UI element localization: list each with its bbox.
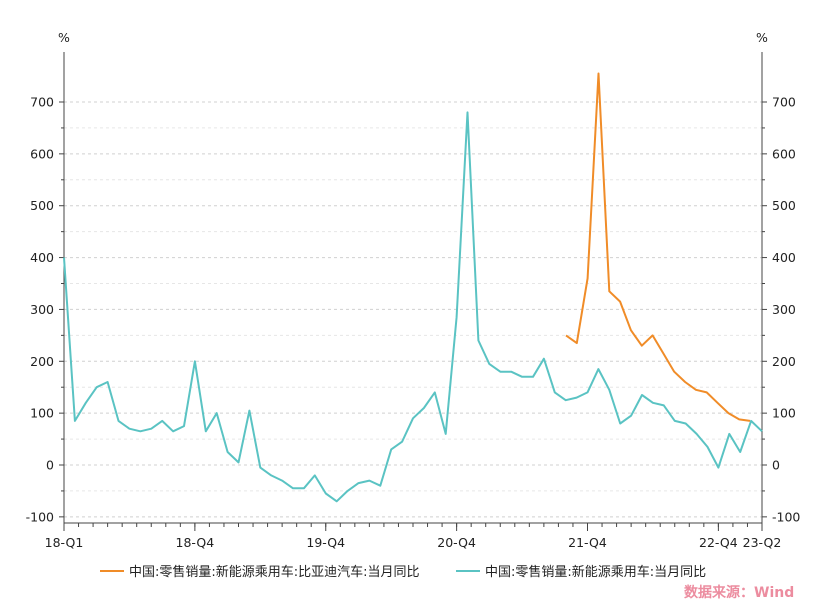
y-unit-left: %: [58, 30, 70, 45]
x-axis: 18-Q1 18-Q4 19-Q4 20-Q4 21-Q4 22-Q4 23-Q2: [45, 523, 782, 550]
y-axis-right: -100 0 100 200 300 400 500 600 700: [762, 95, 800, 524]
y-tick-label-left: 200: [30, 354, 54, 369]
y-tick-label-right: 0: [772, 458, 780, 473]
y-tick-label-left: -100: [26, 509, 54, 524]
y-tick-label-left: 600: [30, 146, 54, 161]
legend-swatch-byd: [100, 569, 124, 572]
x-tick-label: 23-Q2: [743, 535, 782, 550]
x-tick-label: 18-Q4: [176, 535, 215, 550]
y-tick-label-right: 400: [772, 250, 796, 265]
x-tick-label: 18-Q1: [45, 535, 84, 550]
y-tick-label-right: 200: [772, 354, 796, 369]
y-tick-label-left: 700: [30, 95, 54, 110]
y-tick-label-left: 0: [46, 458, 54, 473]
y-axis-left: -100 0 100 200 300 400 500 600 700: [26, 95, 64, 524]
y-unit-right: %: [756, 30, 768, 45]
x-tick-label: 20-Q4: [437, 535, 476, 550]
y-tick-label-left: 400: [30, 250, 54, 265]
y-tick-label-right: 300: [772, 302, 796, 317]
y-tick-label-left: 500: [30, 198, 54, 213]
y-tick-label-right: 600: [772, 146, 796, 161]
y-tick-label-left: 100: [30, 406, 54, 421]
y-tick-label-right: 700: [772, 95, 796, 110]
legend-item-nev: 中国:零售销量:新能源乘用车:当月同比: [456, 561, 706, 580]
legend-label-nev: 中国:零售销量:新能源乘用车:当月同比: [485, 565, 707, 580]
axes: [63, 52, 763, 524]
x-tick-label: 19-Q4: [306, 535, 345, 550]
series-line-byd: [565, 72, 751, 422]
y-tick-label-left: 300: [30, 302, 54, 317]
y-tick-label-right: 100: [772, 406, 796, 421]
series-lines: [63, 72, 763, 503]
x-tick-label: 21-Q4: [568, 535, 607, 550]
y-tick-label-right: -100: [772, 509, 800, 524]
legend-label-byd: 中国:零售销量:新能源乘用车:比亚迪汽车:当月同比: [129, 565, 420, 580]
y-tick-label-right: 500: [772, 198, 796, 213]
x-tick-label: 22-Q4: [699, 535, 738, 550]
legend-swatch-nev: [456, 569, 480, 572]
series-line-nev: [63, 111, 763, 503]
gridlines: [64, 101, 762, 518]
legend-item-byd: 中国:零售销量:新能源乘用车:比亚迪汽车:当月同比: [100, 561, 420, 580]
watermark-source: 数据来源：Wind: [684, 585, 795, 601]
